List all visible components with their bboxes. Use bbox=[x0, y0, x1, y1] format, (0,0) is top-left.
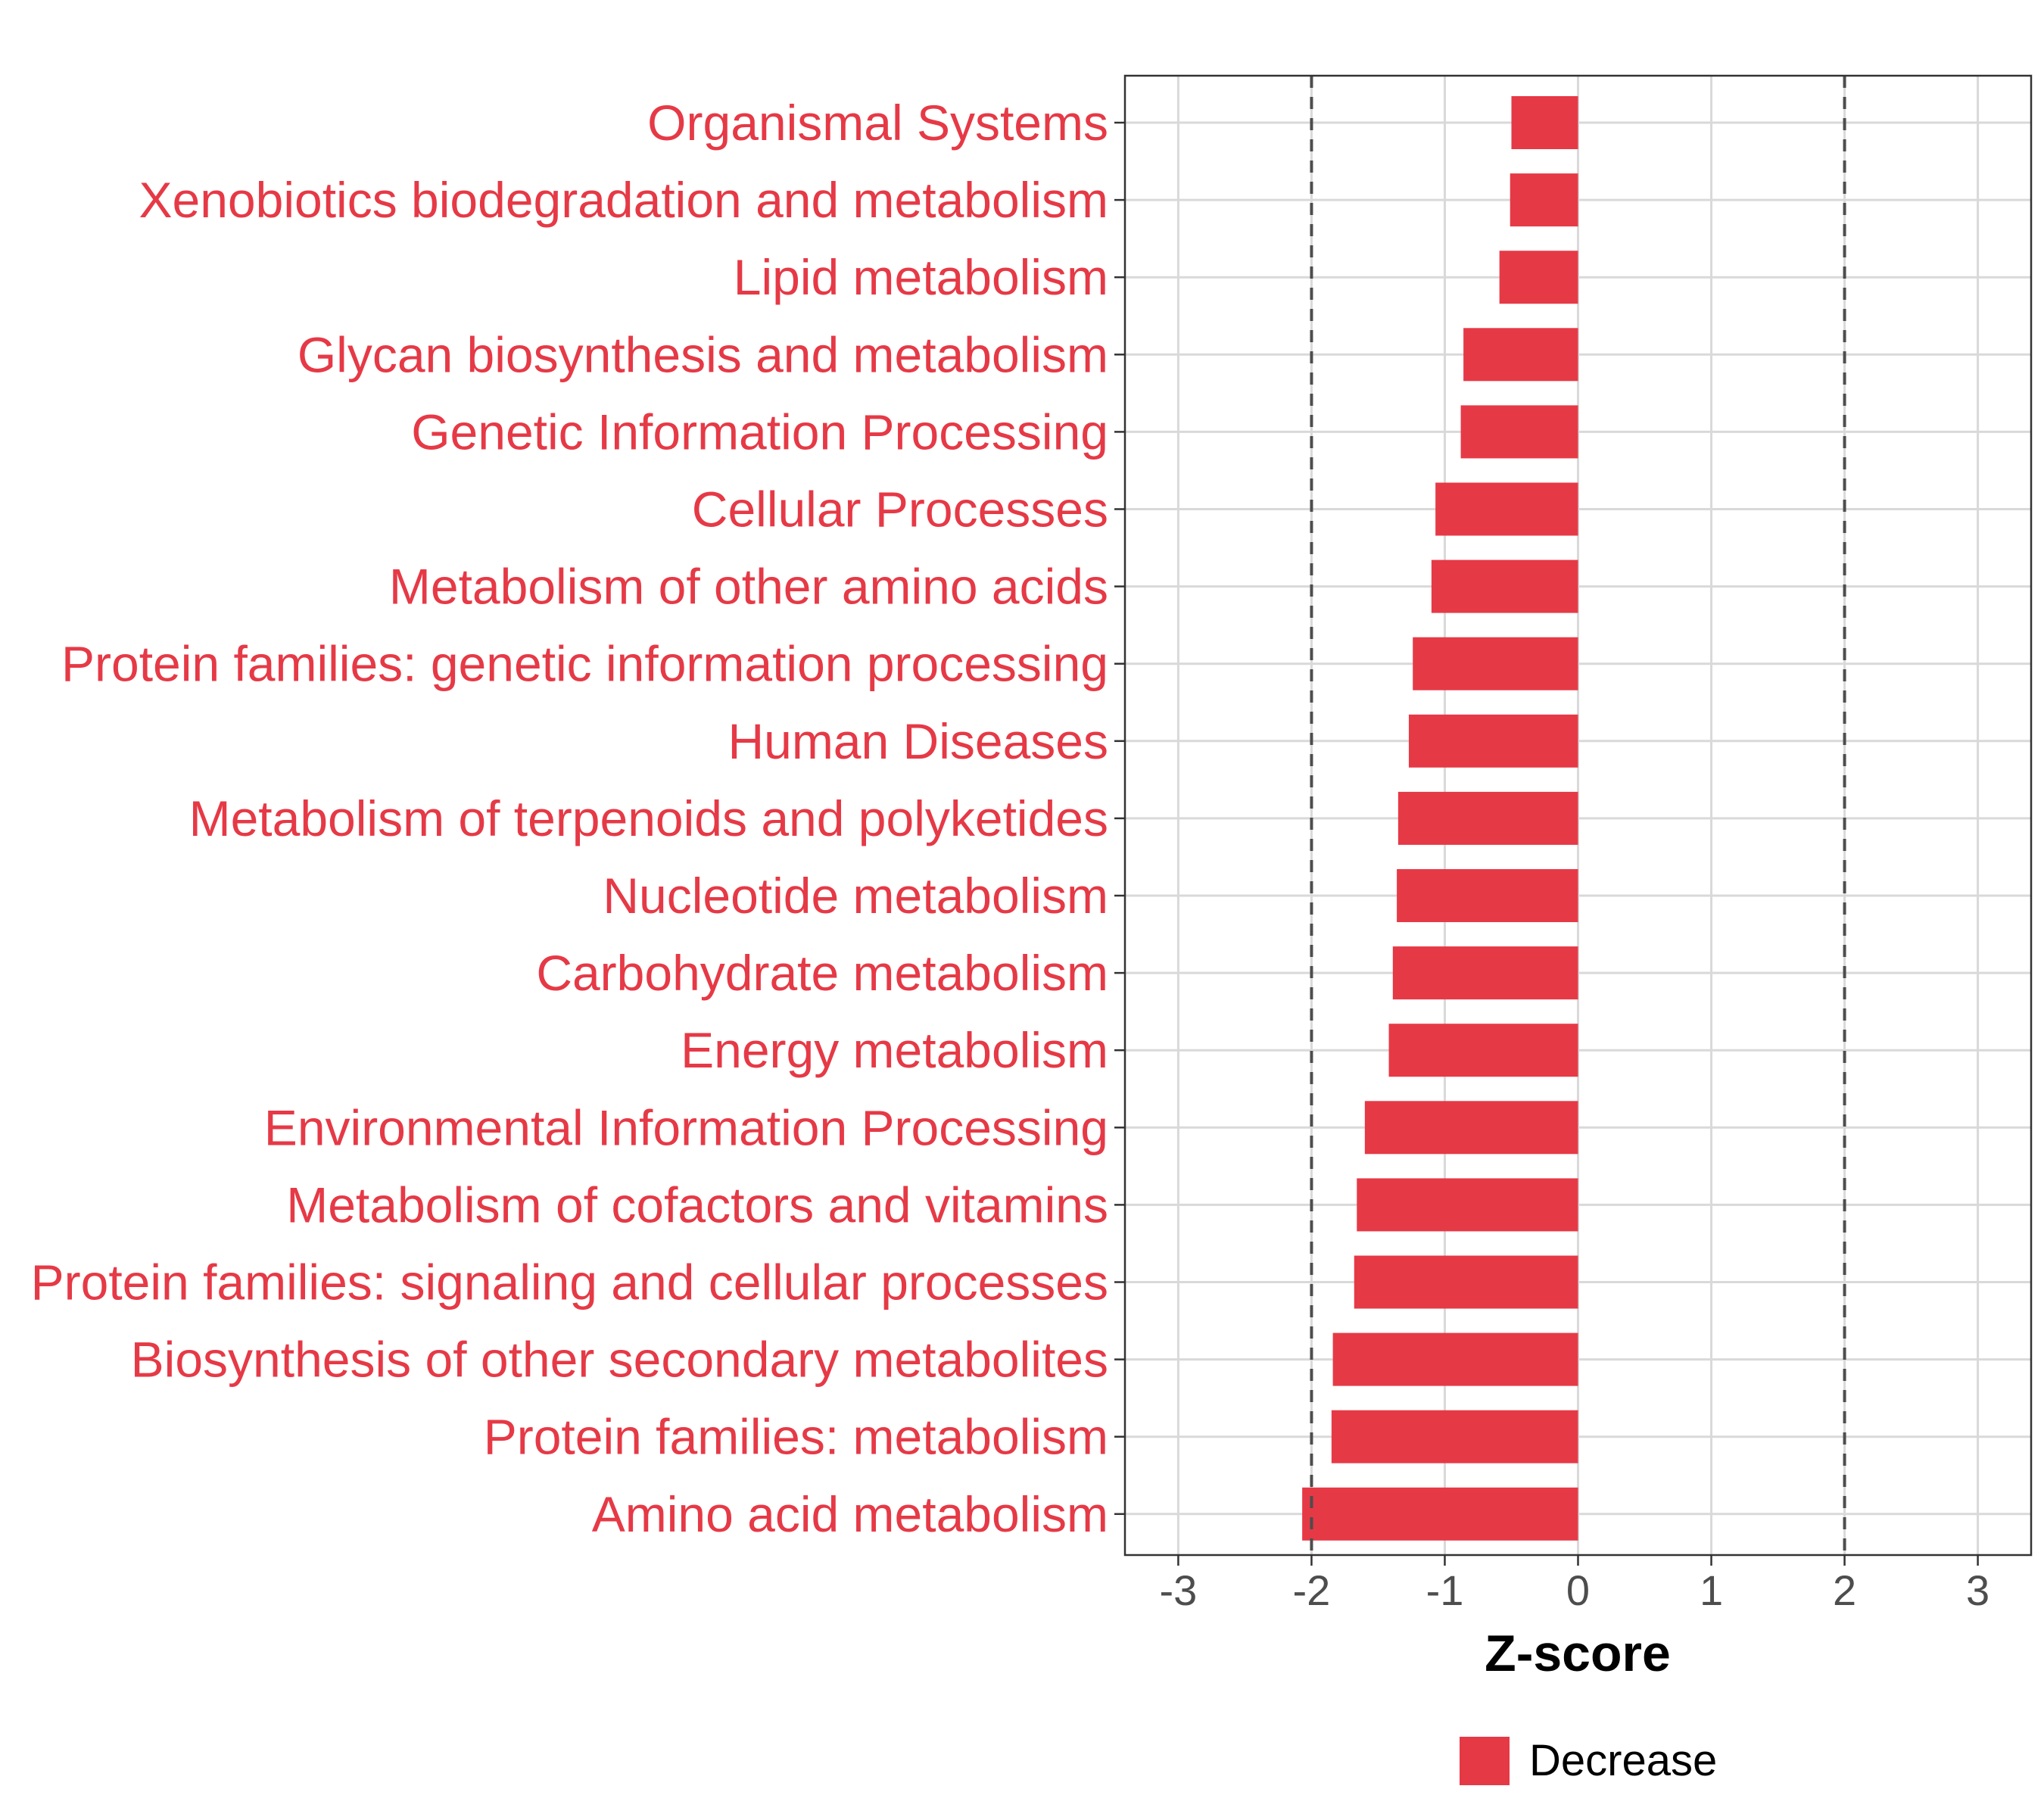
bar-biosynthesis-of-other-secondary-metabolites bbox=[1332, 1332, 1578, 1386]
category-label-xenobiotics-biodegradation-and-metabolism: Xenobiotics biodegradation and metabolis… bbox=[139, 172, 1109, 228]
category-label-cellular-processes: Cellular Processes bbox=[692, 482, 1108, 538]
bar-environmental-information-processing bbox=[1364, 1101, 1578, 1155]
category-label-protein-families-genetic-information-processing: Protein families: genetic information pr… bbox=[61, 636, 1108, 692]
x-tick-label: 1 bbox=[1700, 1566, 1723, 1614]
bar-organismal-systems bbox=[1511, 96, 1578, 149]
reference-lines bbox=[1310, 76, 1846, 1555]
category-label-organismal-systems: Organismal Systems bbox=[647, 95, 1108, 151]
legend-swatch-decrease bbox=[1460, 1737, 1510, 1785]
category-label-energy-metabolism: Energy metabolism bbox=[681, 1022, 1108, 1078]
bar-metabolism-of-cofactors-and-vitamins bbox=[1357, 1178, 1578, 1232]
bar-amino-acid-metabolism bbox=[1302, 1487, 1578, 1541]
bar-protein-families-genetic-information-processing bbox=[1413, 637, 1578, 690]
category-label-metabolism-of-other-amino-acids: Metabolism of other amino acids bbox=[389, 559, 1108, 615]
bar-protein-families-signaling-and-cellular-processes bbox=[1354, 1255, 1578, 1309]
category-label-protein-families-signaling-and-cellular-processes: Protein families: signaling and cellular… bbox=[31, 1254, 1108, 1311]
category-label-nucleotide-metabolism: Nucleotide metabolism bbox=[603, 868, 1108, 924]
bar-cellular-processes bbox=[1435, 482, 1578, 536]
x-axis-title: Z-score bbox=[1485, 1625, 1671, 1682]
category-label-glycan-biosynthesis-and-metabolism: Glycan biosynthesis and metabolism bbox=[298, 326, 1108, 382]
bar-xenobiotics-biodegradation-and-metabolism bbox=[1510, 173, 1578, 227]
x-axis-ticks: -3 -2 -1 0 1 2 3 bbox=[1160, 1555, 1989, 1614]
category-label-protein-families-metabolism: Protein families: metabolism bbox=[484, 1409, 1108, 1465]
category-labels: Organismal Systems Xenobiotics biodegrada… bbox=[31, 95, 1125, 1542]
bar-genetic-information-processing bbox=[1460, 405, 1578, 459]
category-label-lipid-metabolism: Lipid metabolism bbox=[734, 249, 1108, 305]
category-label-metabolism-of-cofactors-and-vitamins: Metabolism of cofactors and vitamins bbox=[286, 1177, 1108, 1233]
category-label-genetic-information-processing: Genetic Information Processing bbox=[411, 404, 1108, 460]
bar-glycan-biosynthesis-and-metabolism bbox=[1463, 328, 1578, 382]
category-label-biosynthesis-of-other-secondary-metabolites: Biosynthesis of other secondary metaboli… bbox=[131, 1332, 1108, 1388]
bar-carbohydrate-metabolism bbox=[1392, 946, 1578, 1000]
bar-lipid-metabolism bbox=[1499, 251, 1578, 304]
x-tick-label: 3 bbox=[1966, 1566, 1989, 1614]
bar-metabolism-of-other-amino-acids bbox=[1431, 559, 1578, 613]
bar-nucleotide-metabolism bbox=[1397, 869, 1578, 922]
category-label-carbohydrate-metabolism: Carbohydrate metabolism bbox=[536, 945, 1108, 1001]
x-tick-label: 0 bbox=[1566, 1566, 1590, 1614]
bar-human-diseases bbox=[1408, 714, 1578, 768]
category-label-environmental-information-processing: Environmental Information Processing bbox=[264, 1099, 1108, 1155]
bars bbox=[1302, 96, 1578, 1541]
category-label-metabolism-of-terpenoids-and-polyketides: Metabolism of terpenoids and polyketides bbox=[189, 790, 1108, 846]
bar-metabolism-of-terpenoids-and-polyketides bbox=[1397, 791, 1578, 845]
legend-label-decrease: Decrease bbox=[1529, 1736, 1717, 1785]
bar-energy-metabolism bbox=[1388, 1024, 1578, 1077]
x-tick-label: 2 bbox=[1833, 1566, 1856, 1614]
category-label-human-diseases: Human Diseases bbox=[728, 713, 1108, 769]
category-label-amino-acid-metabolism: Amino acid metabolism bbox=[592, 1486, 1108, 1542]
x-tick-label: -2 bbox=[1293, 1566, 1331, 1614]
legend: Decrease bbox=[1460, 1736, 1717, 1785]
bar-protein-families-metabolism bbox=[1331, 1410, 1578, 1463]
x-tick-label: -3 bbox=[1160, 1566, 1198, 1614]
x-tick-label: -1 bbox=[1426, 1566, 1464, 1614]
